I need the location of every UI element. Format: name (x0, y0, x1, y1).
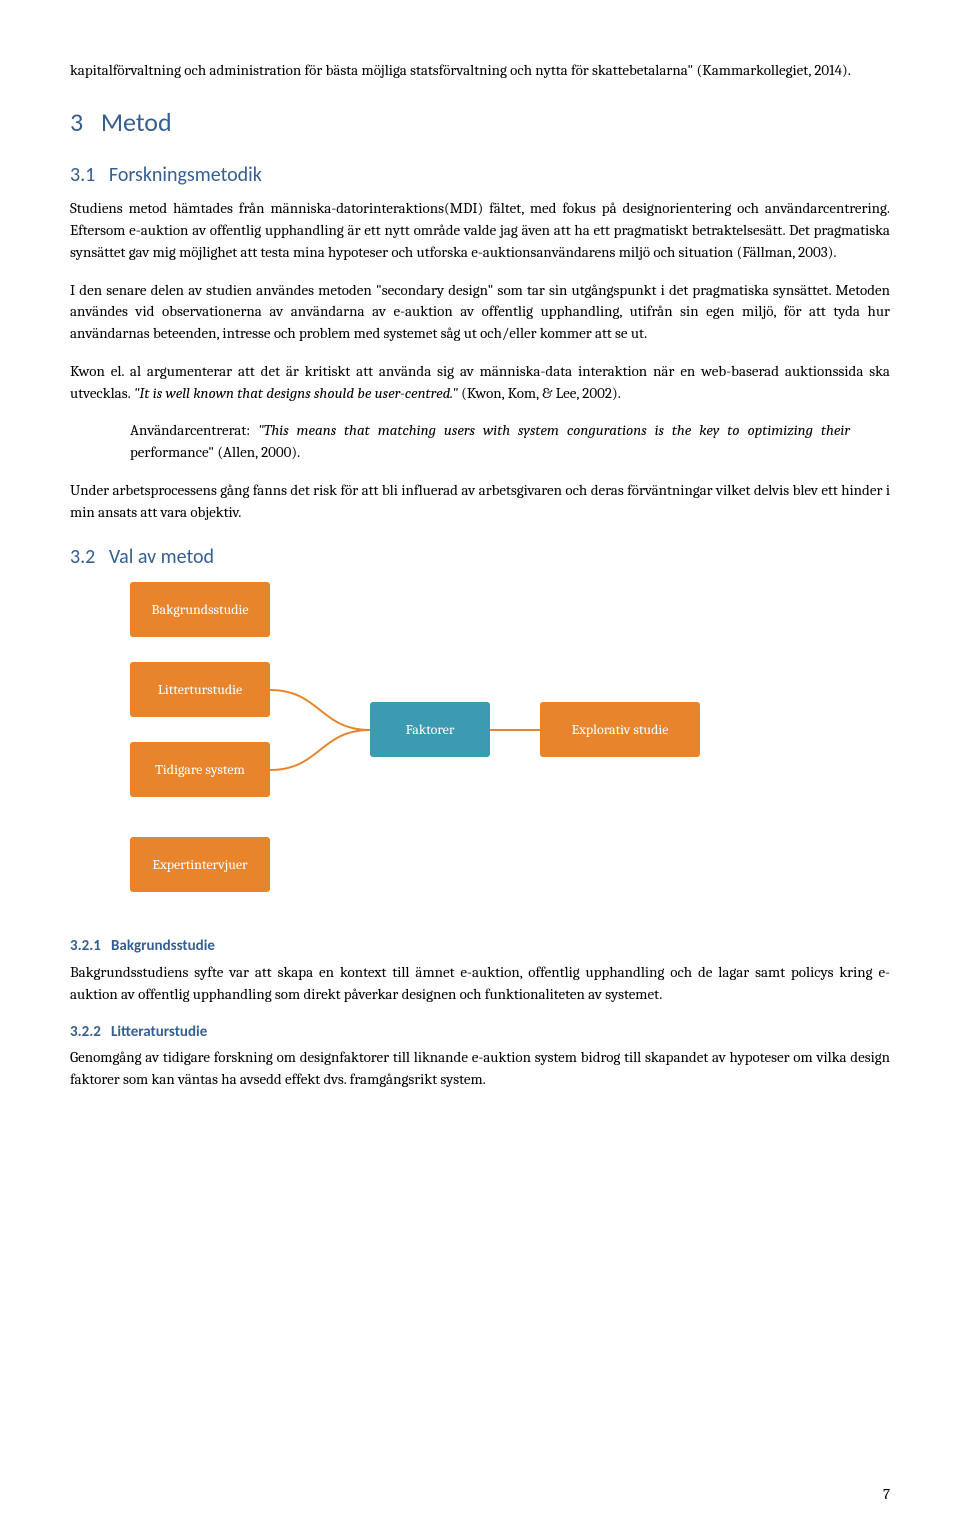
heading-number: 3.2.2 (70, 1023, 101, 1041)
heading-bakgrundsstudie: 3.2.1 Bakgrundsstudie (70, 936, 890, 958)
page-number: 7 (883, 1484, 890, 1506)
heading-forskningsmetodik: 3.1 Forskningsmetodik (70, 161, 890, 190)
heading-litteraturstudie: 3.2.2 Litteraturstudie (70, 1022, 890, 1044)
intro-paragraph: kapitalförvaltning och administration fö… (70, 60, 890, 82)
body-paragraph: Studiens metod hämtades från människa-da… (70, 198, 890, 263)
heading-number: 3.2.1 (70, 937, 101, 955)
heading-title: Forskningsmetodik (109, 163, 262, 187)
italic-run: "It is well known that designs should be… (134, 384, 458, 402)
body-paragraph: Under arbetsprocessens gång fanns det ri… (70, 480, 890, 524)
flow-node-explorativ: Explorativ studie (540, 702, 700, 757)
heading-number: 3 (70, 106, 83, 138)
flow-node-faktorer: Faktorer (370, 702, 490, 757)
body-paragraph: I den senare delen av studien användes m… (70, 280, 890, 345)
text-run: Användarcentrerat: (130, 421, 258, 439)
heading-title: Bakgrundsstudie (111, 937, 215, 955)
heading-title: Metod (101, 106, 172, 138)
heading-metod: 3 Metod (70, 104, 890, 142)
heading-title: Val av metod (109, 545, 214, 569)
blockquote: Användarcentrerat: "This means that matc… (130, 420, 890, 464)
heading-val-av-metod: 3.2 Val av metod (70, 543, 890, 572)
text-run: performance" (Allen, 2000). (130, 443, 300, 461)
heading-number: 3.2 (70, 545, 95, 569)
body-paragraph: Kwon el. al argumenterar att det är krit… (70, 361, 890, 405)
body-paragraph: Bakgrundsstudiens syfte var att skapa en… (70, 962, 890, 1006)
method-flowchart: Bakgrundsstudie Litterturstudie Tidigare s… (110, 582, 710, 922)
body-paragraph: Genomgång av tidigare forskning om desig… (70, 1047, 890, 1091)
heading-number: 3.1 (70, 163, 95, 187)
text-run: (Kwon, Kom, & Lee, 2002). (458, 384, 621, 402)
flow-node-tidigare: Tidigare system (130, 742, 270, 797)
flow-node-litteratur: Litterturstudie (130, 662, 270, 717)
flow-node-bakgrund: Bakgrundsstudie (130, 582, 270, 637)
flow-node-expert: Expertintervjuer (130, 837, 270, 892)
heading-title: Litteraturstudie (111, 1023, 207, 1041)
italic-run: "This means that matching users with sys… (258, 421, 850, 439)
